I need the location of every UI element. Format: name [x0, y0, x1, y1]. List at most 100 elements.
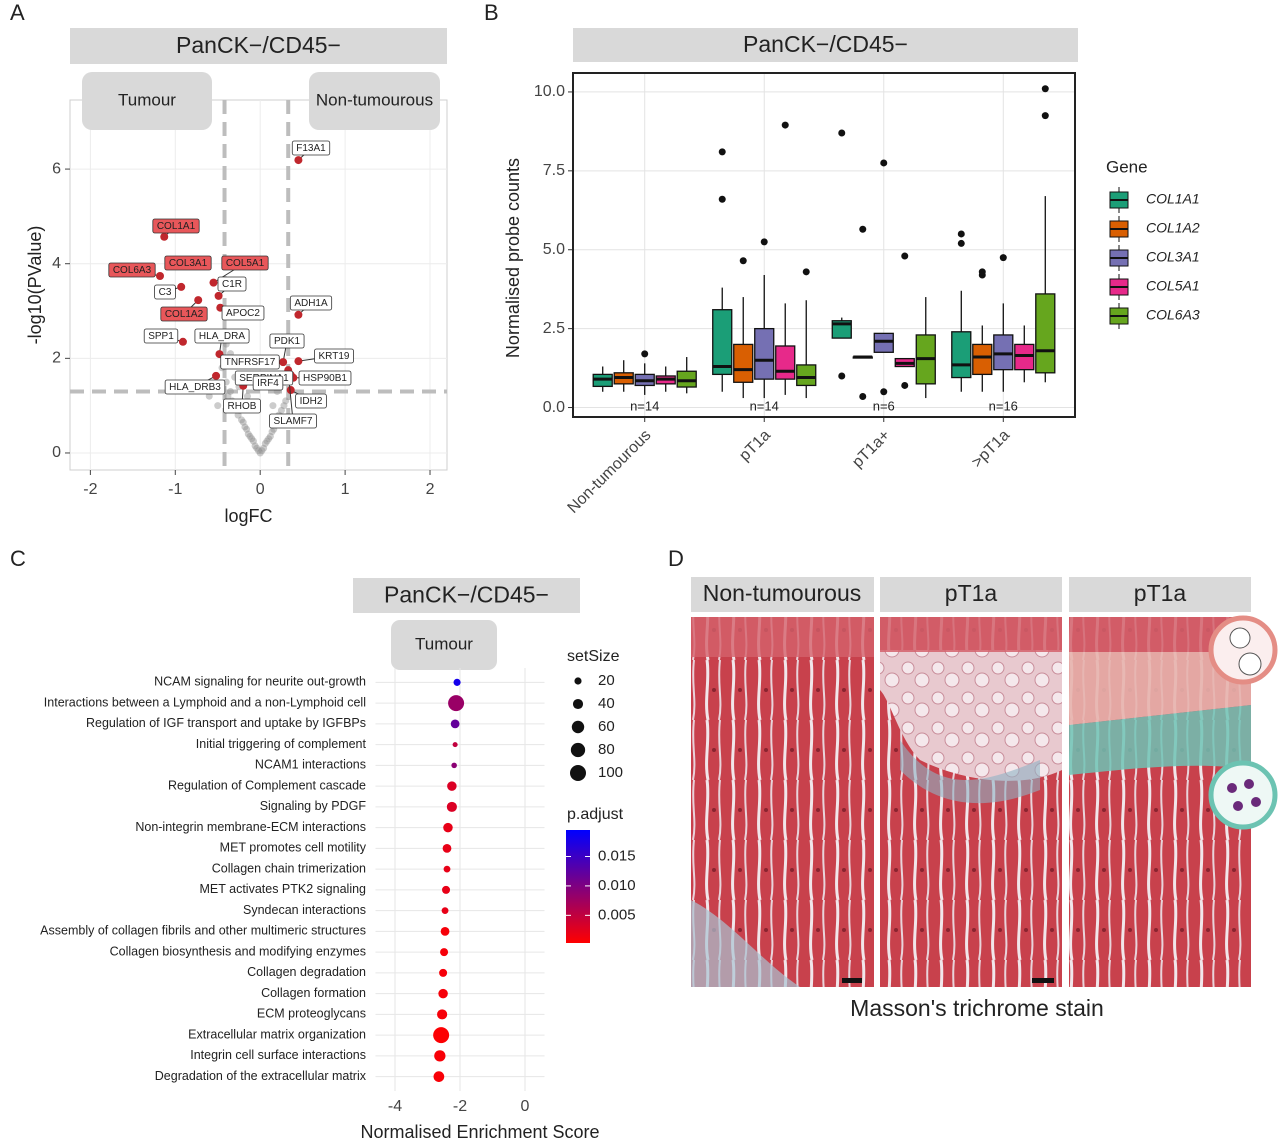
x-tick-label: -4 — [388, 1098, 402, 1115]
dot — [450, 719, 460, 729]
x-tick-label: -2 — [83, 481, 97, 498]
image-strip — [880, 577, 1062, 612]
point — [253, 444, 261, 452]
box — [712, 309, 733, 376]
outlier — [880, 159, 888, 167]
label-text: KRT19 — [319, 351, 350, 362]
label-box — [269, 413, 317, 429]
point — [269, 402, 277, 410]
point-label: HSP90B1 — [298, 370, 352, 386]
point — [243, 425, 251, 433]
point — [224, 392, 232, 400]
point — [177, 282, 186, 291]
point — [156, 272, 165, 281]
point — [214, 291, 223, 300]
x-tick-label: -2 — [453, 1098, 467, 1115]
x-tick-label: pT1a+ — [849, 427, 893, 471]
label-text: SPP1 — [148, 331, 174, 342]
y-tick-label: ECM proteoglycans — [257, 1007, 366, 1021]
outlier — [760, 238, 768, 246]
y-tick-label: 2 — [52, 350, 61, 367]
dot — [433, 1071, 445, 1082]
image-title: Non-tumourous — [703, 580, 862, 606]
outlier — [641, 350, 649, 358]
y-tick-label: Signaling by PDGF — [260, 799, 367, 813]
scale-bar — [1032, 978, 1054, 983]
dot — [439, 968, 448, 977]
point-label: COL1A1 — [152, 218, 200, 234]
panel-label: A — [10, 0, 25, 25]
dot — [452, 742, 458, 748]
outlier — [781, 121, 789, 129]
n-annotation: n=6 — [873, 398, 895, 413]
legend-label: 60 — [598, 718, 615, 735]
outlier — [859, 392, 867, 400]
y-tick-label: 6 — [52, 160, 61, 177]
cell — [1251, 797, 1261, 807]
label-box — [221, 255, 269, 271]
x-tick-label: >pT1a — [969, 427, 1013, 471]
point-label: HLA_DRA — [194, 328, 250, 344]
facet-title: PanCK−/CD45− — [384, 582, 549, 608]
dot — [446, 801, 457, 812]
x-tick-label: Non-tumourous — [565, 427, 655, 517]
point-label: APOC2 — [221, 305, 265, 321]
point — [294, 156, 303, 165]
image-title: pT1a — [1134, 580, 1187, 606]
cell — [1227, 783, 1237, 793]
box — [873, 332, 894, 353]
label-text: COL5A1 — [226, 258, 265, 269]
image-strip — [691, 577, 874, 612]
point — [294, 357, 303, 366]
point-label: COL5A1 — [221, 255, 269, 271]
dot — [453, 678, 461, 686]
y-tick-label: Interactions between a Lymphoid and a no… — [44, 695, 366, 709]
point — [282, 397, 290, 405]
y-tick-label: NCAM signaling for neurite out-growth — [154, 675, 366, 689]
dot — [441, 907, 449, 915]
point — [263, 437, 271, 445]
label-text: COL1A1 — [157, 221, 196, 232]
y-tick-label: Integrin cell surface interactions — [190, 1048, 366, 1062]
y-tick-label: Regulation of Complement cascade — [168, 778, 366, 792]
box — [993, 334, 1014, 371]
cell-icon — [1208, 760, 1278, 830]
panel-label: D — [668, 546, 684, 571]
box — [754, 327, 775, 380]
label-box — [154, 284, 176, 300]
point-label: SPP1 — [143, 328, 179, 344]
label-box — [295, 393, 327, 409]
point-label: TNFRSF17 — [220, 354, 280, 370]
legend-dot — [570, 765, 586, 781]
point — [277, 406, 285, 414]
x-tick-label: 2 — [426, 481, 435, 498]
point-label: SLAMF7 — [269, 413, 317, 429]
x-tick-label: 0 — [521, 1098, 530, 1115]
point — [261, 440, 269, 448]
label-text: HLA_DRA — [199, 331, 245, 342]
point — [226, 387, 234, 395]
y-tick-label: Non-integrin membrane-ECM interactions — [135, 820, 366, 834]
point-label: RHOB — [223, 398, 261, 414]
outlier — [999, 254, 1007, 262]
label-box — [152, 218, 200, 234]
point — [280, 402, 288, 410]
dot — [434, 1050, 446, 1062]
y-tick-label: Regulation of IGF transport and uptake b… — [86, 716, 366, 730]
legend-label: 0.010 — [598, 877, 636, 894]
outlier — [718, 195, 726, 203]
y-tick-label: Collagen degradation — [247, 965, 366, 979]
group-box — [82, 72, 212, 130]
y-tick-label: Collagen formation — [261, 986, 366, 1000]
point-label: C3 — [154, 284, 176, 300]
dot — [437, 1009, 448, 1020]
point — [212, 371, 221, 380]
y-tick-label: Assembly of collagen fibrils and other m… — [40, 924, 366, 938]
y-tick-label: 0 — [52, 444, 61, 461]
point — [248, 435, 256, 443]
facet-title: PanCK−/CD45− — [743, 31, 908, 57]
point — [238, 416, 246, 424]
point — [194, 296, 203, 305]
y-axis-title: -log10(PValue) — [25, 226, 45, 345]
panel-label: C — [10, 546, 26, 571]
